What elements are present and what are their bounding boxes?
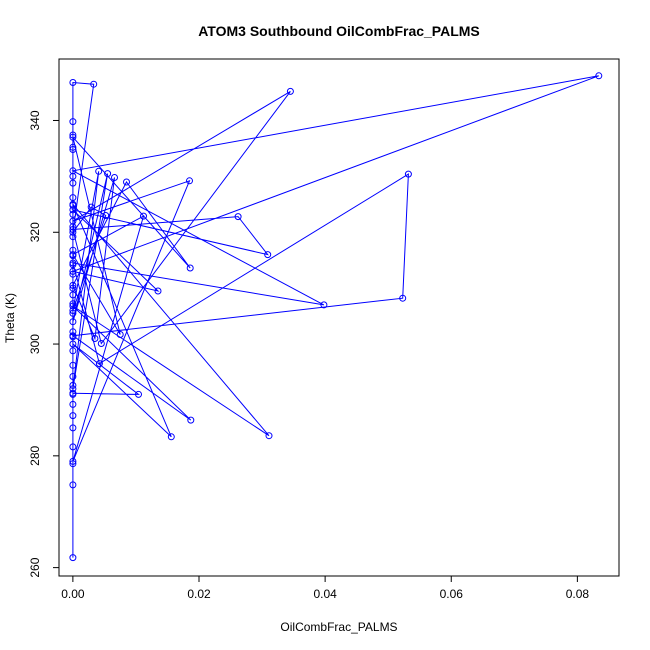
data-point — [187, 416, 195, 424]
data-point — [69, 281, 77, 289]
data-point — [95, 167, 103, 175]
y-tick-label: 340 — [28, 110, 42, 130]
data-point — [69, 424, 77, 432]
data-point — [69, 340, 77, 348]
data-point — [399, 294, 407, 302]
chart-title: ATOM3 Southbound OilCombFrac_PALMS — [198, 23, 480, 39]
x-axis-label: OilCombFrac_PALMS — [280, 620, 397, 634]
data-point — [265, 432, 273, 440]
data-point — [69, 291, 77, 299]
data-point — [104, 170, 112, 178]
data-point — [320, 301, 328, 309]
data-point — [69, 309, 77, 317]
x-tick-label: 0.08 — [566, 587, 590, 601]
x-tick-label: 0.00 — [61, 587, 85, 601]
data-point — [69, 179, 77, 187]
series-line — [71, 75, 599, 558]
data-point — [69, 373, 77, 380]
y-tick-label: 320 — [28, 222, 42, 242]
data-point — [69, 233, 77, 241]
data-point — [69, 332, 77, 340]
data-point — [69, 194, 77, 202]
data-point — [90, 80, 98, 88]
data-point — [116, 331, 124, 338]
x-tick-label: 0.02 — [187, 587, 211, 601]
data-point — [154, 287, 162, 295]
data-point — [69, 146, 77, 153]
y-tick-label: 280 — [28, 446, 42, 466]
data-point — [69, 361, 77, 369]
data-point — [69, 228, 77, 236]
data-point — [69, 381, 77, 389]
data-point — [95, 360, 103, 368]
data-point — [167, 433, 175, 441]
data-point — [234, 213, 242, 221]
data-point — [69, 481, 77, 489]
data-point — [595, 72, 603, 80]
data-point — [186, 177, 193, 185]
y-axis-label: Theta (K) — [3, 293, 17, 343]
data-point — [135, 390, 142, 398]
data-point — [69, 328, 77, 336]
data-point — [91, 335, 99, 342]
data-point — [69, 246, 77, 254]
y-tick-label: 300 — [28, 334, 42, 354]
x-tick-label: 0.06 — [440, 587, 464, 601]
data-point — [123, 178, 130, 186]
series-layer — [69, 72, 603, 562]
data-point — [102, 212, 110, 219]
data-point — [69, 226, 77, 233]
data-point — [87, 203, 95, 211]
data-point — [69, 385, 77, 393]
data-point — [69, 143, 77, 151]
data-point — [286, 87, 294, 95]
data-point — [69, 118, 77, 126]
data-point — [69, 457, 77, 465]
data-point — [69, 460, 77, 468]
data-point — [69, 217, 77, 225]
x-tick-label: 0.04 — [313, 587, 337, 601]
y-axis: 260 280 300 320 340 — [28, 110, 60, 578]
y-tick-label: 260 — [28, 557, 42, 577]
data-point — [186, 264, 194, 272]
data-point — [69, 167, 77, 175]
data-point — [69, 284, 77, 292]
data-point — [140, 212, 147, 220]
data-point — [69, 131, 77, 139]
data-point — [69, 307, 77, 314]
data-point — [69, 210, 77, 218]
data-point — [404, 170, 412, 178]
data-point — [69, 302, 77, 310]
data-point — [264, 251, 272, 259]
data-point — [69, 389, 77, 397]
data-point — [69, 412, 77, 420]
data-point — [69, 251, 77, 259]
data-point — [69, 443, 77, 451]
data-point — [69, 270, 77, 278]
data-point — [69, 400, 77, 408]
data-point — [69, 267, 77, 275]
data-point — [69, 554, 77, 562]
data-point — [69, 259, 77, 267]
data-point — [69, 79, 77, 86]
data-point — [97, 340, 105, 347]
data-point — [111, 174, 118, 181]
data-point — [69, 318, 77, 326]
data-point — [69, 200, 77, 208]
x-axis: 0.00 0.02 0.04 0.06 0.08 — [61, 575, 590, 601]
data-point — [69, 300, 77, 308]
data-point — [69, 133, 77, 141]
data-point — [69, 347, 77, 355]
